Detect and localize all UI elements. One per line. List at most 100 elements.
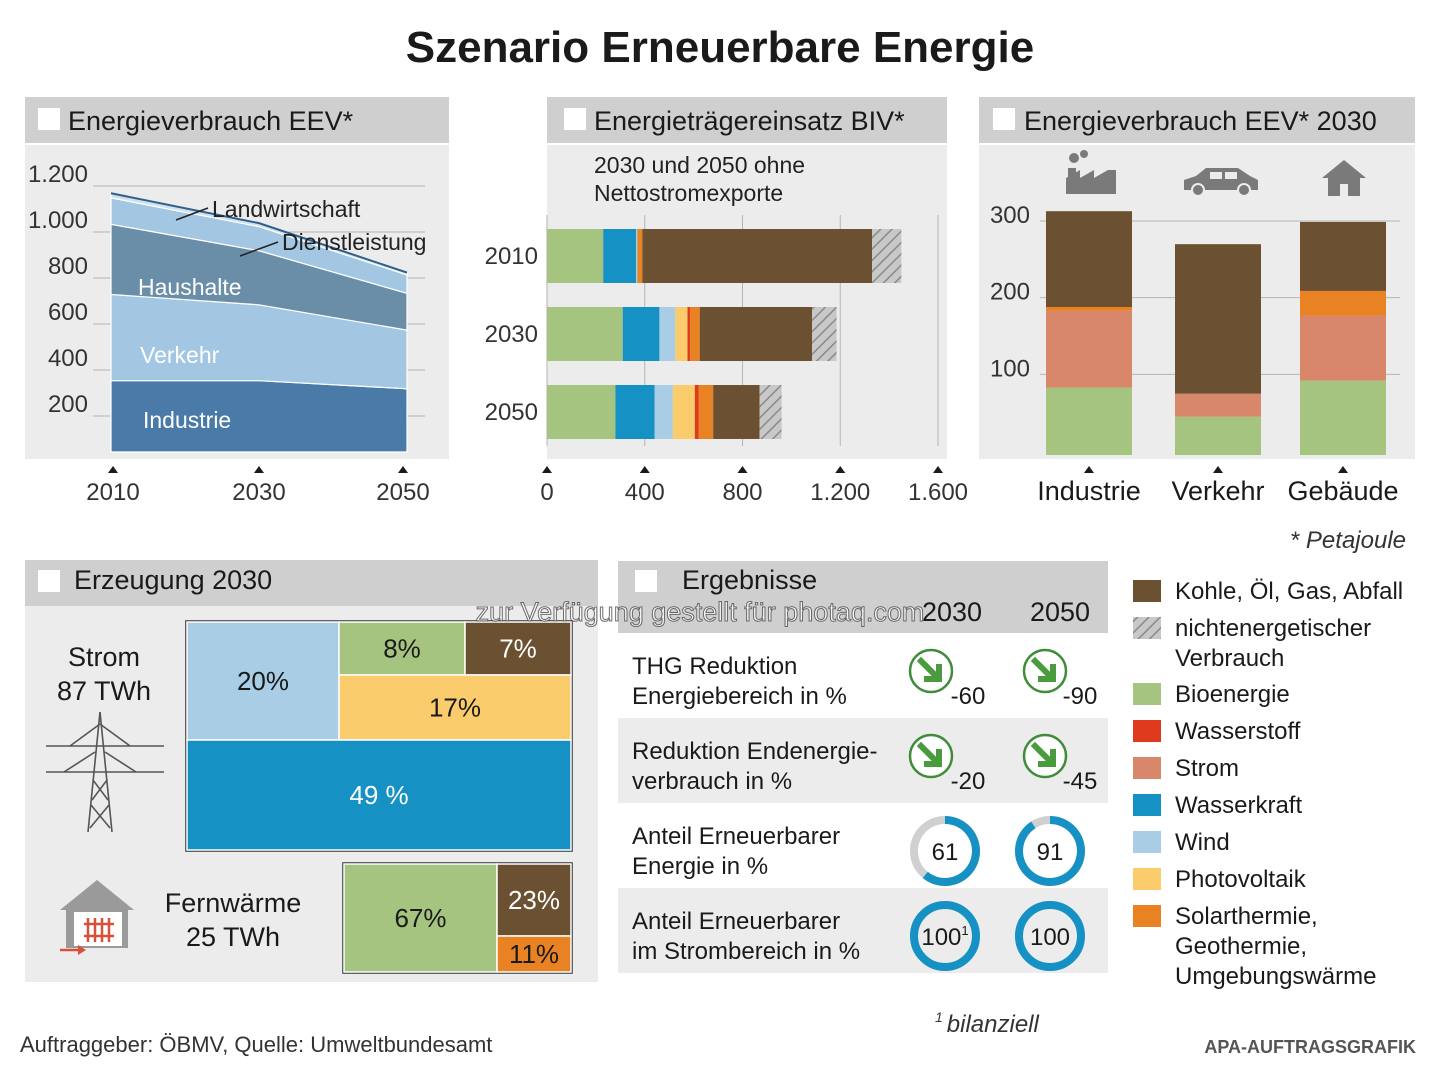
x-tick-mark (737, 466, 748, 473)
bar-geb-ude-kohle-l-gas-abfall (1300, 221, 1386, 291)
column-header-2050: 2050 (1030, 597, 1090, 627)
treemap-cell-label: 11% (509, 939, 559, 969)
bar-2010-nichtenergetischer-verbrauch (872, 229, 902, 283)
legend-label: Umgebungswärme (1175, 963, 1376, 990)
area-x-ticks: 2010 2030 2050 (86, 466, 430, 506)
result-value-2030: -20 (951, 768, 986, 795)
panel-energieverbrauch: Energieverbrauch EEV* 1.200 1.000 800 600 40… (25, 97, 449, 506)
area-label-verkehr: Verkehr (140, 342, 220, 368)
legend-label: Strom (1175, 755, 1239, 782)
vbar-category-labels: Industrie Verkehr Gebäude (1037, 466, 1399, 506)
header-checkbox (564, 108, 586, 130)
bar-2030-wind (659, 307, 676, 361)
house-icon (1322, 160, 1366, 196)
page-title: Szenario Erneuerbare Energie (406, 23, 1034, 72)
legend: Kohle, Öl, Gas, Abfall nichtenergetischer… (1133, 578, 1403, 990)
legend-label: Geothermie, (1175, 933, 1307, 960)
agency-credit: APA-AUFTRAGSGRAFIK (1204, 1037, 1416, 1057)
header-checkbox (38, 108, 60, 130)
bar-2030-wasserkraft (622, 307, 660, 361)
district-heating-house-icon (60, 880, 134, 955)
bar-2030-photovoltaik (675, 307, 688, 361)
treemap-cell-kohle (464, 621, 572, 676)
panel-header (547, 97, 947, 143)
y-tick-label: 600 (48, 299, 88, 326)
treemap-cell-label: 23% (508, 885, 560, 915)
legend-label: Wasserkraft (1175, 792, 1302, 819)
treemap-cell-label: 67% (394, 903, 446, 933)
bar-geb-ude-bioenergie (1300, 380, 1386, 455)
bar-2050-kohle-l-gas-abfall (713, 385, 760, 439)
treemap-cell-label: 8% (383, 634, 421, 664)
area-label-industrie: Industrie (143, 407, 231, 433)
down-arrow-glyph (1030, 741, 1056, 767)
legend-label: Solarthermie, (1175, 903, 1318, 930)
bar-2010-kohle-l-gas-abfall (642, 229, 873, 283)
result-value-2050: -90 (1063, 683, 1098, 710)
area-top-line (110, 192, 408, 274)
y-tick-label: 200 (48, 391, 88, 418)
bar-verkehr-bioenergie (1175, 416, 1261, 455)
bar-2010-bioenergie (547, 229, 604, 283)
fernwaerme-label-line2: 25 TWh (186, 922, 280, 952)
x-tick-mark (542, 466, 552, 473)
results-rows: THG Reduktion Energiebereich in % -60 -90 Re… (618, 633, 1108, 973)
result-value-2050: 91 (1037, 839, 1064, 866)
treemap-cell-bio (338, 621, 466, 676)
footnote-bilanziell: 1 bilanziell (935, 1009, 1040, 1038)
x-tick-label: 0 (540, 479, 553, 506)
x-tick-label: 1.200 (810, 479, 870, 506)
legend-label: Photovoltaik (1175, 866, 1307, 893)
y-tick-label: 300 (990, 202, 1030, 229)
category-label: 2010 (485, 243, 538, 270)
ring-progress (1015, 901, 1085, 971)
panel-title: Energieverbrauch EEV* (68, 106, 354, 136)
bar-2050-solarthermie-geothermie-umgebungsw-rme (698, 385, 714, 439)
footnote-text: bilanziell (947, 1011, 1040, 1038)
legend-label: Kohle, Öl, Gas, Abfall (1175, 578, 1403, 605)
panel-header (979, 97, 1415, 143)
bar-2050-wasserkraft (615, 385, 655, 439)
header-checkbox (993, 108, 1015, 130)
treemap-cell-bio (343, 863, 498, 973)
y-tick-label: 100 (990, 355, 1030, 382)
results-row-label: THG Reduktion (632, 653, 797, 680)
bar-2030-nichtenergetischer-verbrauch (812, 307, 837, 361)
results-row-label: im Strombereich in % (632, 938, 860, 965)
panel-ergebnisse: Ergebnisse 2030 2050 THG Reduktion Energi… (618, 561, 1108, 982)
results-row-label: Energiebereich in % (632, 683, 847, 710)
category-label: Industrie (1037, 476, 1141, 506)
panel-energieverbrauch-2030: Energieverbrauch EEV* 2030 300 200 100 Ind… (979, 97, 1415, 506)
treemap-cell-wasserkraft (186, 739, 572, 851)
bar-2050-photovoltaik (672, 385, 695, 439)
panel-title: Erzeugung 2030 (74, 565, 272, 595)
x-tick-label: 2010 (86, 479, 139, 506)
result-value-2030: 61 (932, 839, 959, 866)
y-tick-label: 200 (990, 279, 1030, 306)
x-tick-mark (254, 466, 264, 473)
treemap-cell-wind (186, 621, 340, 741)
car-icon (1184, 168, 1258, 197)
x-tick-label: 800 (722, 479, 762, 506)
x-tick-mark (835, 466, 846, 473)
category-label: 2030 (485, 321, 538, 348)
strom-label-line2: 87 TWh (57, 676, 151, 706)
panel-header (25, 97, 449, 143)
ring-progress (910, 901, 980, 971)
result-value-2030: 1001 (921, 923, 968, 951)
down-arrow-glyph (916, 656, 942, 682)
results-row-label: Reduktion Endenergie- (632, 738, 878, 765)
factory-icon (1066, 150, 1116, 194)
treemap-frame (342, 862, 573, 974)
panel-title: Ergebnisse (682, 565, 817, 595)
footnote-petajoule: * Petajoule (1290, 527, 1406, 554)
legend-swatch-wasserstoff (1133, 720, 1161, 742)
bar-2030-wasserstoff (687, 307, 690, 361)
legend-swatch-hatch (1133, 617, 1161, 639)
header-checkbox (635, 570, 657, 592)
x-tick-mark (398, 466, 408, 473)
bar-industrie-kohle-l-gas-abfall (1046, 211, 1132, 308)
y-tick-label: 800 (48, 253, 88, 280)
chart-subtitle-line1: 2030 und 2050 ohne (594, 152, 805, 178)
x-tick-mark (108, 466, 118, 473)
